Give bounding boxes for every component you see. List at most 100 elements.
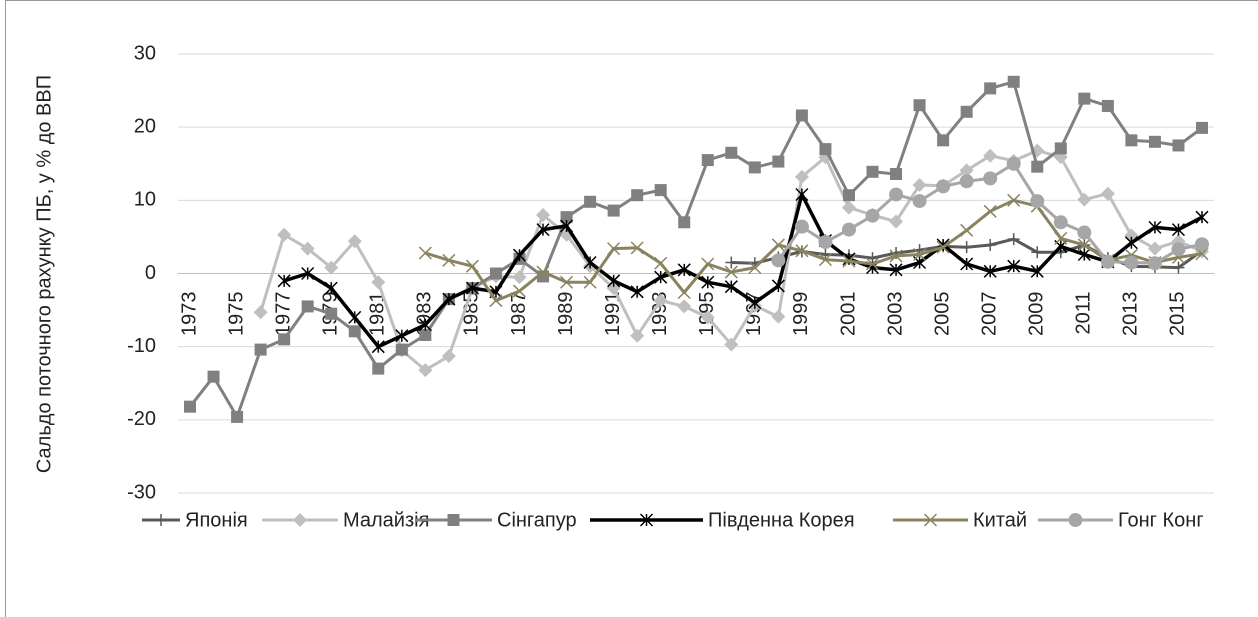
data-point bbox=[795, 244, 809, 258]
y-tick-label: 10 bbox=[134, 189, 156, 211]
data-point bbox=[701, 275, 715, 289]
data-point bbox=[1101, 99, 1114, 112]
data-point bbox=[512, 284, 527, 298]
data-point bbox=[372, 362, 385, 375]
data-point bbox=[983, 264, 997, 278]
data-point bbox=[794, 169, 809, 184]
x-tick-label: 2001 bbox=[837, 292, 859, 337]
data-point bbox=[1030, 194, 1045, 209]
data-point bbox=[913, 99, 926, 112]
data-point bbox=[1100, 254, 1115, 269]
data-point bbox=[960, 105, 973, 118]
data-point bbox=[1124, 236, 1138, 250]
data-point bbox=[584, 195, 597, 208]
legend-label: Сінгапур bbox=[497, 509, 577, 531]
series-line bbox=[283, 192, 1203, 349]
data-point bbox=[677, 285, 691, 300]
x-tick-label: 2015 bbox=[1167, 292, 1189, 337]
x-tick-label: 2003 bbox=[884, 292, 906, 337]
data-point bbox=[395, 329, 409, 343]
data-point bbox=[700, 310, 715, 325]
data-point bbox=[536, 265, 550, 279]
legend-marker bbox=[155, 514, 167, 526]
data-point bbox=[724, 337, 739, 352]
data-point bbox=[984, 82, 997, 95]
data-point bbox=[654, 184, 667, 197]
data-point bbox=[348, 325, 361, 338]
data-point bbox=[347, 234, 362, 249]
data-point bbox=[654, 256, 668, 270]
y-tick-label: 20 bbox=[134, 115, 156, 137]
data-point bbox=[772, 155, 785, 168]
data-point bbox=[1148, 220, 1162, 234]
legend-label: Японія bbox=[185, 509, 248, 531]
data-point bbox=[324, 260, 339, 275]
y-tick-label: -30 bbox=[127, 481, 156, 503]
data-point bbox=[1077, 192, 1092, 207]
data-point bbox=[371, 275, 386, 290]
x-tick-label: 1981 bbox=[367, 292, 389, 337]
data-point bbox=[1078, 92, 1091, 105]
data-point bbox=[960, 257, 974, 271]
data-point bbox=[1125, 134, 1138, 147]
data-point bbox=[607, 242, 621, 256]
data-point bbox=[959, 174, 974, 189]
data-point bbox=[489, 294, 503, 308]
data-point bbox=[866, 165, 879, 178]
y-tick-label: -20 bbox=[127, 408, 156, 430]
x-tick-label: 1997 bbox=[743, 292, 765, 337]
data-point bbox=[324, 281, 338, 295]
data-point bbox=[889, 249, 903, 263]
data-point bbox=[678, 216, 691, 229]
data-point bbox=[1007, 193, 1021, 207]
data-point bbox=[325, 307, 338, 320]
data-point bbox=[865, 257, 880, 271]
data-point bbox=[489, 267, 502, 280]
data-point bbox=[231, 410, 244, 423]
data-point bbox=[889, 214, 904, 229]
data-point bbox=[1006, 156, 1021, 171]
data-point bbox=[748, 161, 761, 174]
x-tick-label: 1999 bbox=[790, 292, 812, 337]
data-point bbox=[912, 177, 927, 192]
data-point bbox=[795, 109, 808, 122]
x-tick-label: 1989 bbox=[555, 292, 577, 337]
data-point bbox=[441, 349, 456, 364]
data-point bbox=[841, 200, 856, 215]
x-tick-label: 2011 bbox=[1073, 292, 1095, 335]
data-point bbox=[960, 223, 974, 237]
data-point bbox=[583, 255, 597, 270]
x-tick-label: 1973 bbox=[178, 292, 200, 337]
series-line bbox=[188, 80, 1203, 419]
data-point bbox=[794, 219, 809, 234]
data-point bbox=[536, 207, 551, 222]
data-point bbox=[512, 270, 527, 285]
legend-label: Південна Корея bbox=[708, 509, 855, 531]
data-point bbox=[724, 280, 738, 294]
data-point bbox=[1100, 186, 1115, 201]
data-point bbox=[725, 146, 738, 159]
data-point bbox=[253, 305, 268, 320]
data-point bbox=[983, 148, 998, 163]
chart-border bbox=[5, 0, 1258, 617]
data-point bbox=[207, 370, 220, 383]
y-tick-label: 0 bbox=[145, 262, 156, 284]
data-point bbox=[1172, 261, 1185, 274]
x-tick-label: 2009 bbox=[1026, 292, 1048, 337]
x-tick-label: 1991 bbox=[602, 292, 624, 337]
x-tick-label: 2013 bbox=[1120, 292, 1142, 337]
data-point bbox=[465, 281, 479, 295]
legend-label: Гонг Конг bbox=[1118, 509, 1204, 531]
data-point bbox=[1171, 223, 1186, 237]
data-point bbox=[984, 238, 997, 251]
data-point bbox=[1030, 264, 1044, 278]
x-tick-label: 1975 bbox=[225, 292, 247, 337]
data-point bbox=[748, 296, 762, 310]
data-point bbox=[1053, 215, 1068, 230]
data-point bbox=[889, 263, 903, 277]
data-point bbox=[701, 257, 715, 271]
data-point bbox=[818, 253, 832, 267]
data-point bbox=[277, 274, 291, 288]
data-point bbox=[771, 253, 786, 268]
